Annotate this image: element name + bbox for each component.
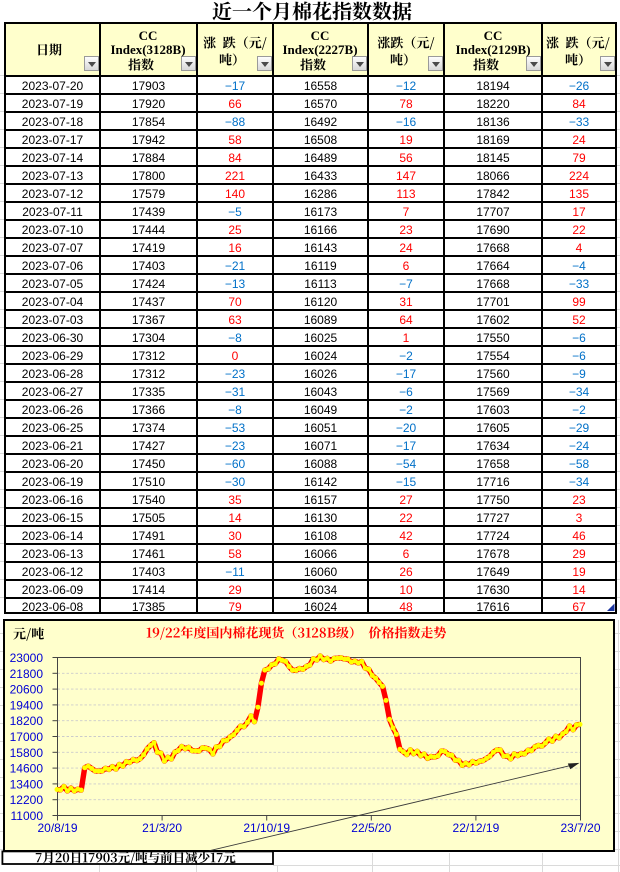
- svg-text:21/3/20: 21/3/20: [142, 821, 182, 835]
- svg-text:14600: 14600: [10, 762, 44, 776]
- svg-text:CC: CC: [311, 28, 330, 43]
- svg-text:22/12/19: 22/12/19: [453, 821, 500, 835]
- svg-text:11000: 11000: [11, 809, 44, 823]
- svg-text:19400: 19400: [10, 698, 44, 712]
- svg-text:CC: CC: [484, 28, 503, 43]
- svg-text:Index(2227B): Index(2227B): [282, 42, 357, 57]
- svg-text:23/7/20: 23/7/20: [560, 821, 600, 835]
- svg-text:21/10/19: 21/10/19: [243, 821, 290, 835]
- svg-text:Index(2129B): Index(2129B): [455, 42, 530, 57]
- svg-text:18200: 18200: [10, 714, 44, 728]
- svg-text:CC: CC: [139, 28, 158, 43]
- svg-text:13400: 13400: [10, 777, 44, 791]
- svg-text:23000: 23000: [10, 651, 44, 665]
- svg-text:21800: 21800: [10, 667, 44, 681]
- svg-text:20600: 20600: [10, 683, 44, 697]
- svg-text:Index(3128B): Index(3128B): [110, 42, 185, 57]
- svg-text:20/8/19: 20/8/19: [37, 821, 77, 835]
- svg-text:22/5/20: 22/5/20: [351, 821, 391, 835]
- svg-text:17000: 17000: [10, 730, 44, 744]
- svg-text:12200: 12200: [10, 793, 44, 807]
- svg-text:15800: 15800: [10, 746, 44, 760]
